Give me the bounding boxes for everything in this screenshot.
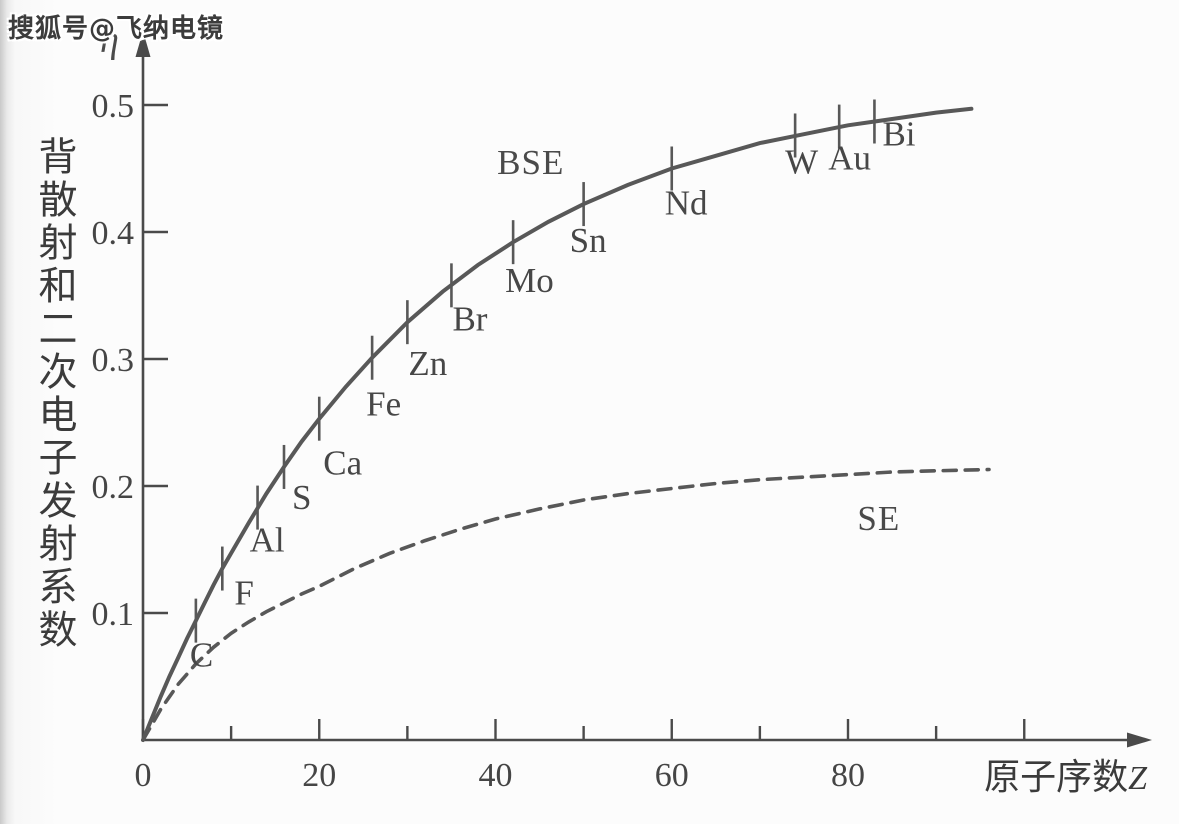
x-axis-title-text: 原子序数 [984, 757, 1129, 797]
x-tick-label: 80 [831, 757, 865, 794]
element-label-au: Au [828, 139, 871, 178]
element-label-f: F [234, 574, 253, 613]
y-axis-title: 背散射和二次电子发射系数 [33, 136, 76, 652]
element-label-w: W [785, 142, 818, 181]
x-tick-label: 40 [479, 757, 513, 794]
y-axis-arrowhead-icon [135, 31, 151, 57]
element-label-br: Br [452, 299, 487, 338]
element-label-s: S [292, 478, 311, 517]
watermark: 搜狐号@飞纳电镜 [8, 14, 225, 44]
element-label-sn: Sn [570, 221, 607, 260]
bse-curve [141, 106, 974, 742]
x-axis-variable: Z [1128, 760, 1147, 797]
x-axis-title: 原子序数Z [984, 748, 1147, 800]
element-label-c: C [190, 636, 213, 675]
y-tick-label: 0.2 [92, 469, 135, 506]
element-label-ca: Ca [323, 444, 362, 483]
element-label-bi: Bi [882, 115, 915, 154]
se-curve-label: SE [857, 499, 900, 538]
x-tick-label: 0 [135, 757, 152, 794]
x-tick-label: 60 [655, 757, 689, 794]
x-axis-arrowhead-icon [1127, 732, 1152, 748]
y-tick-label: 0.4 [92, 215, 135, 252]
y-tick-label: 0.3 [92, 342, 135, 379]
x-tick-label: 20 [302, 757, 336, 794]
y-axis-symbol: η [100, 19, 119, 61]
y-tick-label: 0.1 [92, 596, 135, 633]
bse-curve-label: BSE [497, 143, 564, 182]
element-label-al: Al [250, 521, 285, 560]
se-curve [141, 467, 991, 742]
element-label-nd: Nd [665, 184, 708, 223]
element-label-fe: Fe [366, 385, 401, 424]
element-label-mo: Mo [505, 261, 554, 300]
element-label-zn: Zn [408, 344, 447, 383]
y-tick-label: 0.5 [92, 88, 135, 125]
